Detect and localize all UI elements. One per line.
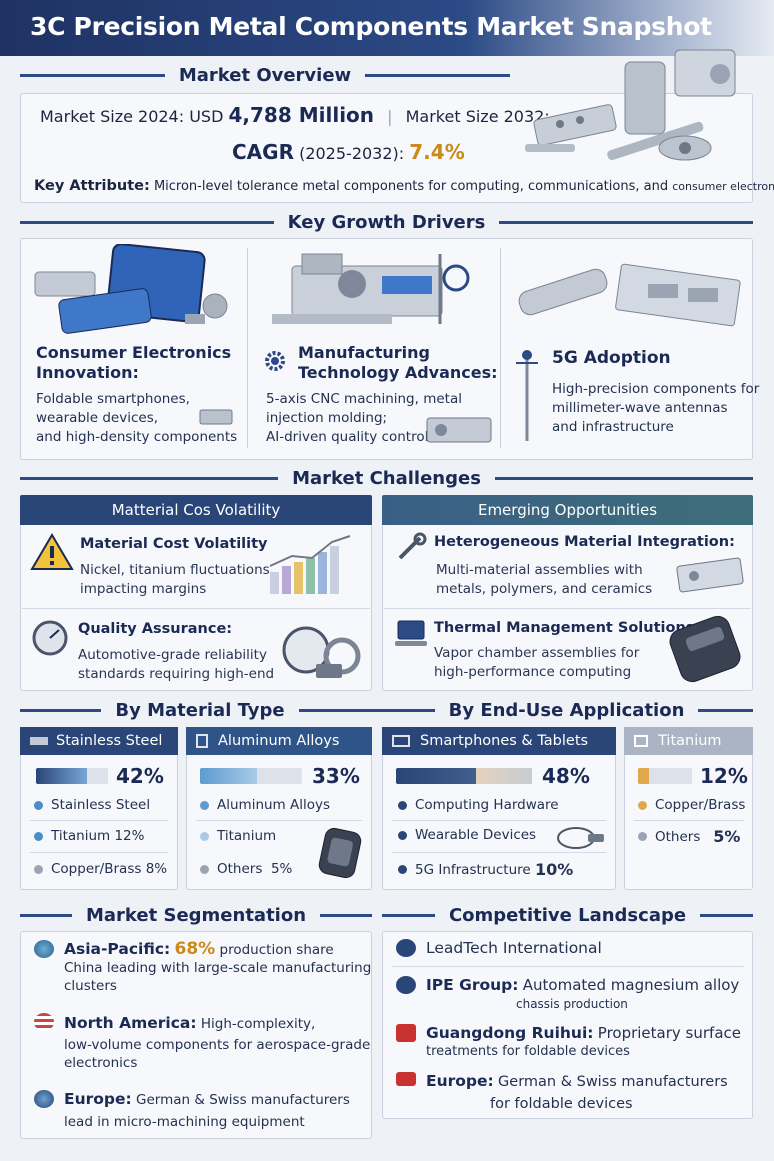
material-card-1-head: Stainless Steel [20,727,178,755]
steel-bar-icon [30,737,48,745]
overview-heading: Market Overview [20,63,510,87]
card-1-item-1: Stainless Steel [34,797,150,813]
card-4-item-1: Copper/Brass [638,797,745,813]
opportunity-1-title: Heterogeneous Material Integration: [434,534,735,550]
card-4-bar [638,768,692,784]
bar-chart-icon [269,535,351,594]
card-1-item-2: Titanium 12% [34,828,144,844]
flag-china-icon [396,1024,416,1042]
market-size-2024: Market Size 2024: USD 4,788 Million | Ma… [40,103,550,127]
opportunity-1-text: Multi-material assemblies with metals, po… [436,562,653,597]
flag-usa-icon [34,1013,54,1031]
cnc-machine-illustration [272,253,470,324]
drivers-heading: Key Growth Drivers [20,210,754,234]
driver-2-text: 5-axis CNC machining, metal injection mol… [266,391,462,445]
card-2-pct: 33% [312,764,360,788]
card-2-item-3: Others 5% [200,861,292,877]
material-card-2-head: Aluminum Alloys [186,727,372,755]
card-1-item-3: Copper/Brass 8% [34,861,167,877]
smartwatch-illustration [318,827,362,879]
calipers-illustration [282,626,361,678]
cagr: CAGR (2025-2032): 7.4% [232,140,465,164]
enduse-heading: By End-Use Application [380,698,753,722]
challenge-2-title: Quality Assurance: [78,621,233,637]
segmentation-panel [20,931,372,1139]
competitor-leadtech: LeadTech International [426,939,602,957]
globe-europe-icon [34,1090,54,1108]
laptop-small-icon [392,735,410,747]
material-heading: By Material Type [20,698,381,722]
key-attribute: Key Attribute: Micron-level tolerance me… [34,178,774,194]
opportunity-2-text: Vapor chamber assemblies for high-perform… [434,645,640,680]
card-3-pct: 48% [542,764,590,788]
antenna-parts-illustration [518,263,741,327]
document-icon [196,734,208,748]
warning-icon [30,533,74,570]
card-1-pct: 42% [116,764,164,788]
machine-part-icon [426,417,492,443]
title-bar: 3C Precision Metal Components Market Sna… [0,0,774,56]
material-card-3-head: Smartphones & Tablets [382,727,616,755]
competitor-ipe: IPE Group: Automated magnesium alloy cha… [426,976,740,1011]
challenges-right-head: Emerging Opportunities [382,495,753,525]
laptop-icon [395,620,427,646]
card-2-item-1: Aluminum Alloys [200,797,330,813]
competitive-heading: Competitive Landscape [382,903,753,927]
competitor-europe: Europe: German & Swiss manufacturers for… [426,1072,728,1112]
challenge-2-text: Automotive-grade reliability standards re… [78,647,275,682]
opportunity-2-title: Thermal Management Solutions: [434,620,701,636]
leadtech-logo-icon [396,939,416,957]
ipe-logo-icon [396,976,416,994]
driver-3-title: 5G Adoption [552,348,671,368]
card-2-bar [200,768,302,784]
card-3-bar-rest [476,768,532,784]
segmentation-heading: Market Segmentation [20,903,373,927]
competitor-guangdong: Guangdong Ruihui: Proprietary surface tr… [426,1024,741,1059]
competitive-panel [382,931,753,1119]
page-title: 3C Precision Metal Components Market Sna… [30,12,712,41]
chip-icon [199,409,233,425]
segment-asia-pacific: Asia-Pacific: 68% production share China… [64,939,372,994]
tools-icon [398,532,427,560]
card-1-bar [36,768,108,784]
challenge-1-title: Material Cost Volatility [80,536,268,552]
devices-illustration [34,244,228,334]
card-4-item-2: Others 5% [638,827,740,846]
segment-europe: Europe: German & Swiss manufacturers lea… [64,1090,350,1130]
card-2-item-2: Titanium [200,828,276,844]
metal-parts-illustration [525,49,736,161]
segment-north-america: North America: High-complexity, low-volu… [64,1014,371,1071]
card-3-item-1: Computing Hardware [398,797,559,813]
driver-1-title: Consumer Electronics Innovation: [36,343,232,382]
driver-1-text: Foldable smartphones, wearable devices, an… [36,391,238,445]
material-card-4-head: Titanium [624,727,753,755]
card-3-item-3: 5G Infrastructure 10% [398,860,573,879]
frame-icon [634,735,648,747]
driver-3-text: High-precision components for millimeter-… [552,381,760,435]
tower-icon [516,350,538,441]
component-icon [676,557,744,593]
challenges-heading: Market Challenges [20,466,753,490]
card-3-item-2: Wearable Devices [398,827,536,843]
challenges-left-head: Matterial Cos Volatility [20,495,372,525]
gauge-icon [32,620,68,656]
driver-2-title: Manufacturing Technology Advances: [298,343,498,382]
cable-icon [557,827,604,849]
flag-europe-icon [396,1072,416,1086]
challenge-1-text: Nickel, titanium fluctuations impacting m… [80,562,270,597]
globe-asia-icon [34,940,54,958]
vapor-chamber-illustration [669,615,741,683]
gear-icon [265,351,285,371]
card-4-pct: 12% [700,764,748,788]
